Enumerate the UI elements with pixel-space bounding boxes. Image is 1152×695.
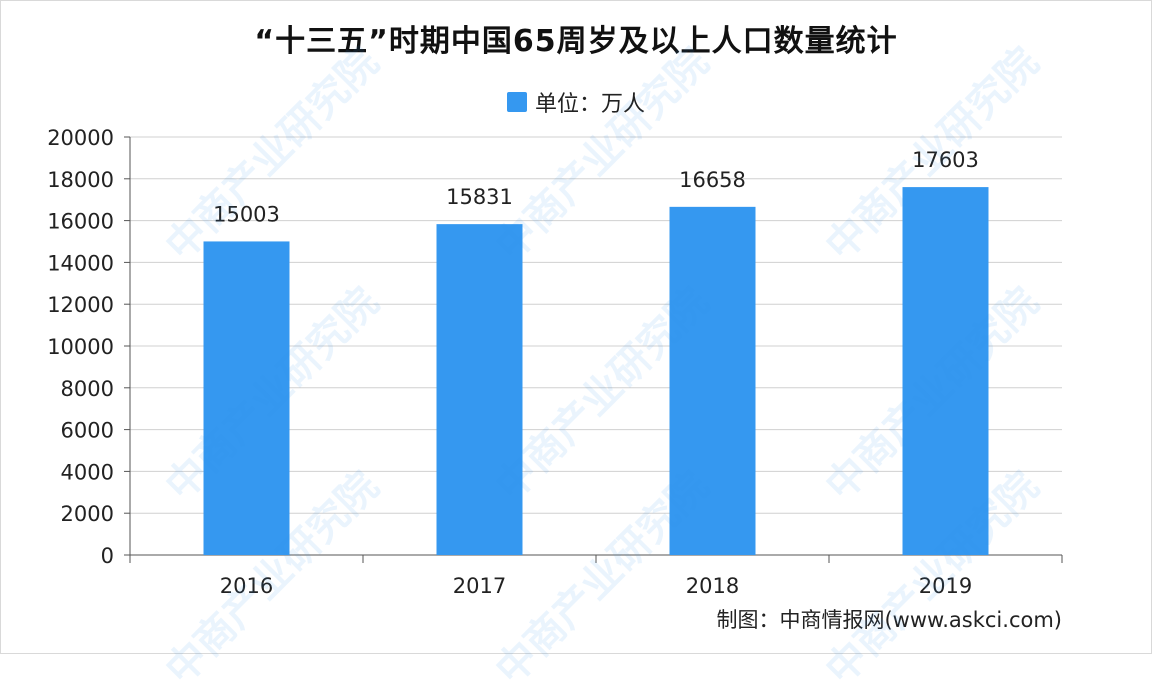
y-tick-label: 2000 [61, 502, 114, 526]
x-tick-label: 2017 [453, 574, 506, 598]
x-tick-label: 2016 [220, 574, 273, 598]
chart-title: “十三五”时期中国65周岁及以上人口数量统计 [254, 24, 898, 59]
source-credit: 制图：中商情报网(www.askci.com) [716, 608, 1062, 632]
y-tick-label: 14000 [47, 251, 114, 275]
x-tick-label: 2019 [919, 574, 972, 598]
y-tick-label: 6000 [61, 419, 114, 443]
y-tick-label: 0 [101, 544, 114, 568]
y-tick-label: 16000 [47, 210, 114, 234]
bar [902, 187, 989, 556]
bar-chart: 0 2000 4000 6000 8000 10000 12000 14000 16000 180… [47, 126, 1063, 598]
bar [436, 224, 523, 556]
data-label: 17603 [912, 148, 979, 172]
y-tick-label: 18000 [47, 168, 114, 192]
y-tick-label: 12000 [47, 293, 114, 317]
y-tick-label: 20000 [47, 126, 114, 150]
bar [669, 206, 756, 556]
y-tick-label: 8000 [61, 377, 114, 401]
chart-legend: 单位：万人 [0, 86, 1152, 118]
data-label: 16658 [679, 168, 746, 192]
x-tick-label: 2018 [686, 574, 739, 598]
data-label: 15003 [213, 202, 280, 226]
y-tick-label: 10000 [47, 335, 114, 359]
legend-label: 单位：万人 [534, 92, 645, 117]
y-tick-label: 4000 [61, 460, 114, 484]
legend-swatch [506, 92, 527, 112]
data-label: 15831 [446, 185, 513, 209]
bar [203, 241, 290, 555]
